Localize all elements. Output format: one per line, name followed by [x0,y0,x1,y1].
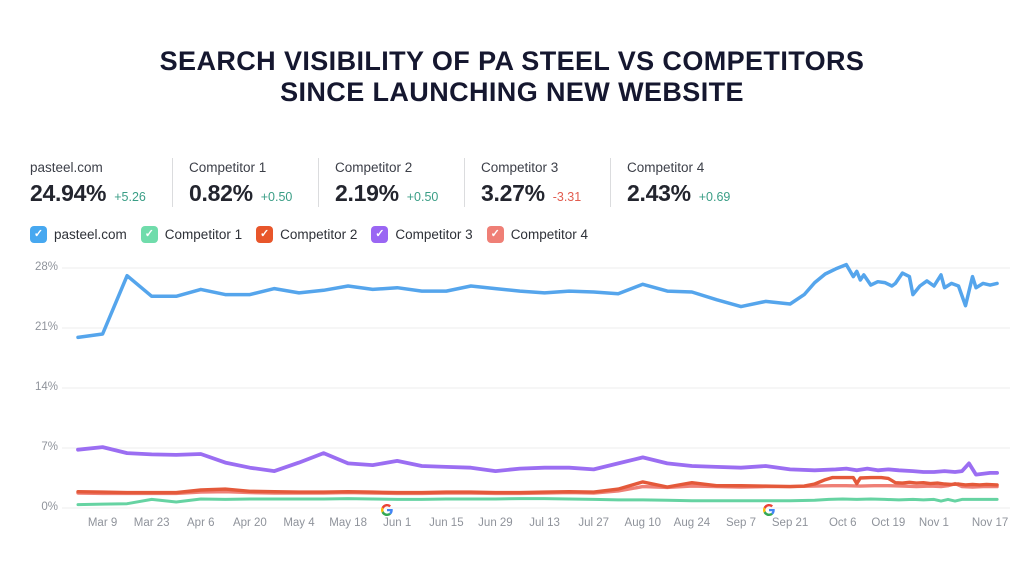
checkmark-icon: ✓ [144,228,154,240]
y-axis-label: 0% [41,501,58,513]
legend-label: pasteel.com [54,227,127,242]
stat-change: +5.26 [114,190,146,204]
legend-item-competitor-4[interactable]: ✓ Competitor 4 [486,226,588,243]
stat-change: +0.50 [406,190,439,204]
stat-value: 0.82% [189,180,253,206]
page-title-line2: SINCE LAUNCHING NEW WEBSITE [280,77,744,107]
x-axis-label: Jul 13 [529,517,560,529]
stat-value-row: 0.82% +0.50 [189,180,318,207]
x-axis-label: Jul 27 [578,517,610,529]
x-axis-label: Aug 24 [673,517,711,529]
y-axis-label: 28% [34,261,58,273]
stat-label: Competitor 1 [189,160,267,175]
x-axis-label: Jun 1 [383,517,412,529]
google-g-segment [386,509,393,515]
stat-value: 24.94% [30,180,107,206]
x-axis-label: Aug 10 [624,517,661,529]
x-axis-label: Apr 20 [232,517,267,529]
x-axis-label: Jun 29 [478,517,513,529]
checkmark-icon: ✓ [259,228,270,240]
google-g-segment [381,504,391,509]
legend-label: Competitor 4 [510,227,588,242]
legend-item-competitor-1[interactable]: ✓ Competitor 1 [140,226,243,243]
stat-value-row: 3.27% -3.31 [481,180,610,207]
stat-label: Competitor 3 [481,160,559,175]
google-g-segment [380,507,384,513]
legend-label: Competitor 1 [164,227,243,242]
x-axis-label: Oct 19 [871,517,906,529]
google-g-segment [763,511,774,516]
y-axis-label: 7% [41,441,58,453]
google-g-segment [763,507,766,513]
x-axis-label: Sep 21 [771,517,809,529]
stat-card-competitor-2: Competitor 2 2.19% +0.50 [318,158,464,207]
x-axis-label: Nov 17 [971,517,1009,529]
stat-card-competitor-1: Competitor 1 0.82% +0.50 [172,158,318,207]
stats-row: pasteel.com 24.94% +5.26 Competitor 1 0.82% +… [30,158,756,207]
legend-checkbox[interactable]: ✓ [256,226,274,243]
stat-value-row: 2.43% +0.69 [627,180,756,207]
legend-checkbox[interactable]: ✓ [140,226,158,243]
legend-item-pasteel.com[interactable]: ✓ pasteel.com [30,226,127,243]
stat-value: 2.19% [335,180,399,206]
chart-legend: ✓ pasteel.com ✓ Competitor 1 ✓ Competitor 2 ✓ C… [30,226,588,243]
x-axis-label: Mar 23 [133,517,170,529]
x-axis-label: Jun 15 [429,517,464,529]
x-axis-label: May 4 [283,517,315,529]
x-axis-label: Apr 6 [187,517,215,529]
page-title-line1: SEARCH VISIBILITY OF PA STEEL VS COMPETI… [159,46,865,76]
legend-checkbox[interactable]: ✓ [30,226,47,243]
stat-value: 3.27% [481,180,545,206]
page-title: SEARCH VISIBILITY OF PA STEEL VS COMPETI… [0,46,1024,108]
stat-value-row: 24.94% +5.26 [30,180,172,207]
y-axis-label: 21% [34,321,58,333]
stat-change: -3.31 [552,190,582,204]
series-line-pasteel.com[interactable] [76,262,999,340]
stat-card-competitor-4: Competitor 4 2.43% +0.69 [610,158,756,207]
legend-label: Competitor 3 [395,227,473,242]
google-update-icon[interactable] [763,504,775,516]
series-line-competitor-1[interactable] [76,497,999,507]
stat-value: 2.43% [627,180,691,206]
stat-card-pasteel.com: pasteel.com 24.94% +5.26 [30,158,172,207]
x-axis-label: May 18 [329,517,367,529]
stat-label: Competitor 2 [335,160,413,175]
stat-label: Competitor 4 [627,160,705,175]
legend-item-competitor-3[interactable]: ✓ Competitor 3 [371,226,473,243]
series-line-competitor-2[interactable] [76,475,999,495]
google-g-segment [381,511,391,516]
checkmark-icon: ✓ [375,228,385,240]
x-axis-label: Sep 7 [725,517,757,529]
series-line-competitor-3[interactable] [76,445,999,477]
x-axis-label: Mar 9 [87,517,118,529]
google-g-segment [763,504,774,509]
legend-item-competitor-2[interactable]: ✓ Competitor 2 [256,226,357,243]
stat-card-competitor-3: Competitor 3 3.27% -3.31 [464,158,610,207]
checkmark-icon: ✓ [33,228,44,240]
stat-change: +0.69 [698,190,731,204]
stat-label: pasteel.com [30,160,103,175]
checkmark-icon: ✓ [490,228,500,240]
google-update-icon[interactable] [380,504,393,516]
x-axis-label: Nov 1 [918,517,949,529]
y-axis-label: 14% [34,381,58,393]
google-g-segment [769,509,775,515]
stat-change: +0.50 [260,190,293,204]
x-axis-label: Oct 6 [828,517,857,529]
legend-label: Competitor 2 [280,227,358,242]
stat-value-row: 2.19% +0.50 [335,180,464,207]
legend-checkbox[interactable]: ✓ [486,226,504,243]
legend-checkbox[interactable]: ✓ [371,226,389,243]
